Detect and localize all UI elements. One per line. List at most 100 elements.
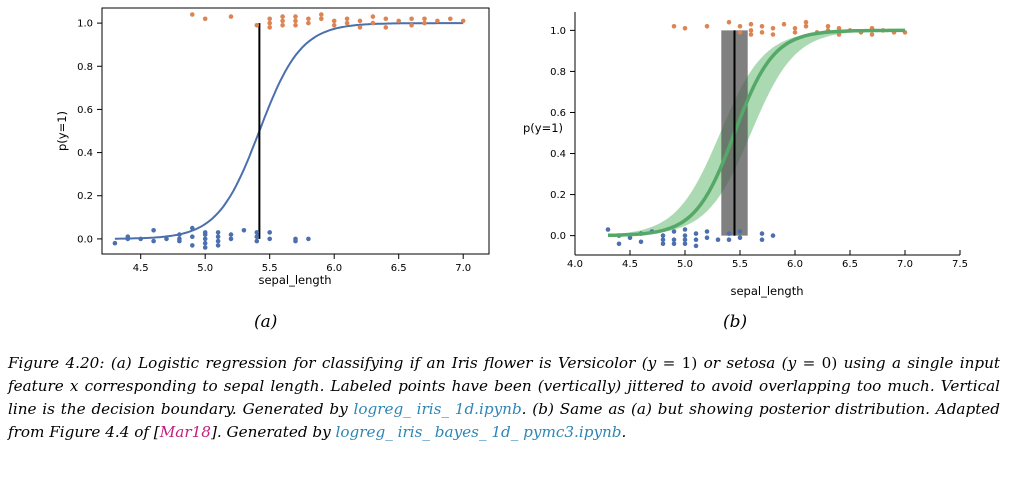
caption-mid5: ]. Generated by [210,423,336,441]
setosa-point [682,233,688,238]
caption-end: . [621,423,627,441]
setosa-point [682,241,688,247]
setosa-point [726,231,732,236]
setosa-point [190,243,195,248]
versicolor-point [422,16,427,22]
setosa-point [215,234,221,239]
caption-mid3: corresponding to sepal length. Labeled p… [8,377,1000,418]
versicolor-point [344,16,350,22]
panel-a-ylabel: p(y=1) [55,111,69,151]
versicolor-point [448,16,453,22]
setosa-point [151,238,156,244]
versicolor-point [280,14,285,19]
versicolor-point [357,18,363,24]
subfigure-b-label: (b) [723,312,748,332]
versicolor-point [344,20,350,26]
versicolor-point [370,20,376,26]
x-tick-label: 7.0 [455,263,471,274]
setosa-point [228,236,234,242]
y-tick-label: 0.2 [77,191,93,202]
panel-b-plot: 4.0 4.5 5.0 5.5 6.0 6.5 7.0 7.5 0.0 0.2 0.4 0.6 0.8 1… [523,12,968,298]
versicolor-point [460,18,466,24]
caption-eq-y0: y [787,354,797,372]
setosa-point [215,243,221,248]
setosa-point [267,230,273,235]
setosa-point [202,236,208,242]
x-tick-label: 4.0 [567,259,583,270]
setosa-point [759,231,765,236]
y-tick-label: 0.4 [77,148,93,159]
versicolor-point [792,26,798,31]
versicolor-point [202,16,208,22]
setosa-point [202,230,208,235]
notebook-link-bayes-1d[interactable]: logreg_ iris_ bayes_ 1d_ pymc3.ipynb [335,423,622,441]
setosa-point [228,232,234,237]
setosa-point [151,228,156,233]
y-tick-label: 0.8 [77,62,93,73]
setosa-point [737,235,743,240]
y-tick-label: 0.8 [550,67,566,78]
versicolor-point [781,21,787,27]
setosa-point [293,238,298,244]
setosa-point [254,234,260,239]
versicolor-point [792,30,798,35]
y-tick-label: 0.0 [77,234,93,245]
versicolor-point [267,25,273,30]
versicolor-point [293,18,298,24]
caption-mid2: using a single input feature [8,354,1000,395]
setosa-point [254,230,260,235]
versicolor-point [748,21,754,27]
y-tick-label: 0.0 [550,231,566,242]
versicolor-point [306,20,311,26]
versicolor-point [737,30,743,35]
setosa-point [112,240,118,246]
setosa-point [693,231,699,236]
versicolor-point [228,14,234,19]
y-tick-label: 1.0 [77,19,93,30]
versicolor-point [803,24,809,29]
x-tick-label: 5.0 [677,259,693,270]
versicolor-point [267,20,273,26]
panel-a-plot: 4.5 5.0 5.5 6.0 6.5 7.0 0.0 0.2 0.4 0.6 0.8 1.0 sep… [55,7,490,287]
versicolor-point [190,12,195,17]
setosa-point [682,227,688,232]
versicolor-point [803,19,809,25]
x-tick-label: 6.5 [391,263,407,274]
setosa-point [715,237,721,242]
versicolor-point [370,14,376,19]
logistic-fit-curve [114,22,464,240]
y-tick-label: 0.2 [550,190,566,201]
versicolor-point [409,23,414,28]
citation-link-mar18[interactable]: Mar18 [159,423,211,441]
setosa-point [202,240,208,246]
versicolor-point [748,32,754,37]
setosa-point [693,243,699,249]
versicolor-point [306,16,311,22]
y-tick-label: 0.4 [550,149,566,160]
x-tick-label: 6.5 [842,259,858,270]
versicolor-point [383,16,389,22]
versicolor-point [267,16,273,22]
versicolor-point [293,14,298,19]
versicolor-point [671,24,677,29]
notebook-link-1d[interactable]: logreg_ iris_ 1d.ipynb [353,400,522,418]
y-tick-label: 1.0 [550,26,566,37]
setosa-point [215,238,221,244]
versicolor-point [396,18,402,24]
y-tick-label: 0.6 [77,105,93,116]
figure-caption: Figure 4.20: (a) Logistic regression for… [8,352,1000,444]
x-tick-label: 7.0 [897,259,913,270]
versicolor-point [422,20,427,26]
versicolor-point [293,23,298,28]
setosa-point [605,227,611,232]
x-tick-label: 5.5 [262,263,278,274]
setosa-point [682,237,688,242]
versicolor-point [737,24,743,29]
setosa-point [177,232,182,237]
x-tick-label: 6.0 [326,263,342,274]
setosa-point [177,236,182,242]
y-tick-label: 0.6 [550,108,566,119]
versicolor-point [682,26,688,31]
setosa-point [164,236,169,242]
